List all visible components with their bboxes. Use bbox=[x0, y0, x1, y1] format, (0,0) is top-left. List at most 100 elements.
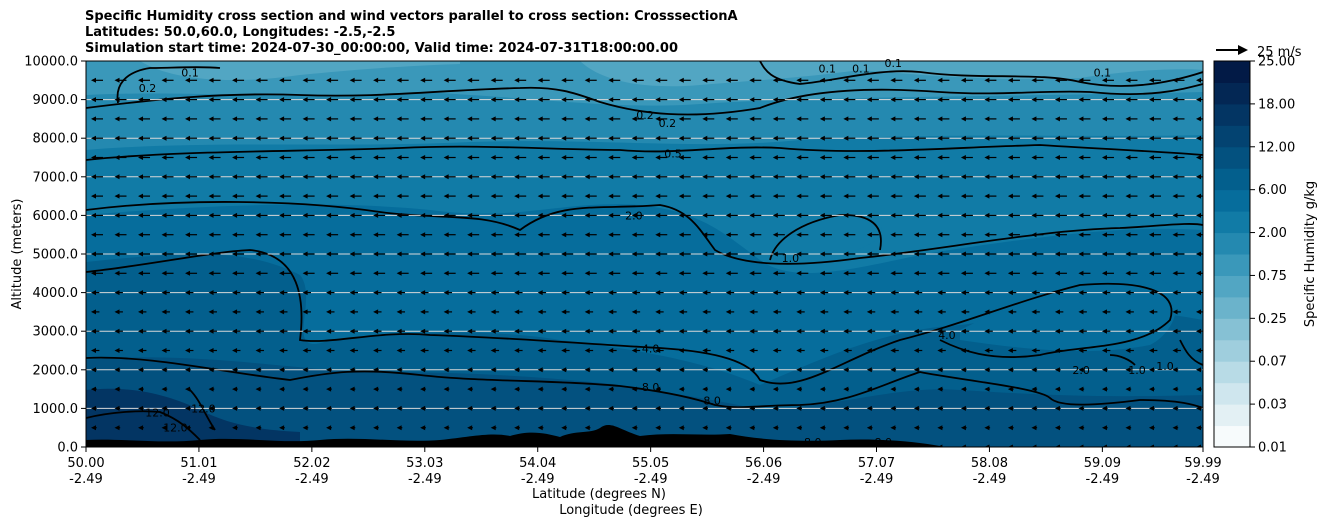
wind-vector bbox=[349, 77, 362, 83]
wind-vector bbox=[91, 270, 103, 276]
wind-vector bbox=[302, 251, 315, 257]
wind-vector bbox=[279, 155, 292, 160]
x-tick-label-lat: 54.04 bbox=[519, 456, 556, 471]
wind-vector bbox=[420, 116, 433, 122]
wind-vector bbox=[208, 251, 221, 257]
wind-vector bbox=[279, 290, 288, 296]
wind-vector bbox=[537, 251, 550, 257]
wind-vector bbox=[114, 444, 121, 447]
wind-vector bbox=[913, 290, 923, 296]
wind-vector bbox=[913, 348, 923, 353]
wind-vector bbox=[772, 77, 785, 83]
wind-vector bbox=[725, 174, 738, 180]
wind-vector bbox=[1054, 348, 1064, 353]
wind-vector bbox=[443, 174, 456, 180]
wind-vector bbox=[114, 232, 127, 238]
wind-vector bbox=[1101, 405, 1108, 411]
wind-vector bbox=[185, 193, 198, 199]
wind-vector bbox=[772, 212, 785, 218]
wind-vector bbox=[490, 232, 503, 238]
wind-vector bbox=[796, 328, 805, 334]
wind-vector bbox=[1148, 348, 1158, 353]
wind-vector bbox=[890, 290, 899, 296]
wind-vector bbox=[772, 425, 779, 431]
wind-vector bbox=[208, 77, 221, 83]
wind-vector bbox=[349, 309, 359, 315]
wind-vector bbox=[185, 135, 198, 141]
wind-vector bbox=[1031, 290, 1040, 296]
wind-vector bbox=[702, 251, 715, 257]
wind-vector bbox=[232, 116, 245, 122]
wind-vector bbox=[138, 116, 151, 122]
wind-vector bbox=[1101, 232, 1114, 238]
colorbar-swatch bbox=[1214, 211, 1250, 234]
wind-vector bbox=[843, 328, 852, 334]
wind-vector bbox=[1125, 77, 1138, 83]
wind-vector bbox=[890, 270, 903, 276]
contour-label: 8.0 bbox=[874, 436, 892, 449]
wind-vector bbox=[796, 97, 809, 103]
wind-vector bbox=[138, 155, 151, 160]
wind-vector bbox=[937, 97, 950, 103]
wind-vector bbox=[490, 309, 500, 315]
wind-vector bbox=[584, 405, 591, 411]
wind-vector bbox=[1125, 193, 1138, 199]
wind-vector bbox=[1007, 444, 1014, 447]
wind-vector bbox=[302, 135, 315, 141]
wind-vector bbox=[514, 270, 527, 276]
wind-vector bbox=[678, 386, 685, 392]
wind-vector bbox=[138, 290, 147, 296]
wind-vector bbox=[1078, 116, 1091, 122]
wind-vector bbox=[490, 77, 503, 83]
wind-vector bbox=[1101, 135, 1114, 141]
wind-vector bbox=[1196, 116, 1203, 122]
wind-vector bbox=[1031, 174, 1044, 180]
wind-vector bbox=[1054, 155, 1067, 160]
wind-vector bbox=[1148, 425, 1155, 431]
wind-vector bbox=[443, 328, 453, 334]
wind-vector bbox=[1148, 251, 1161, 257]
wind-vector bbox=[608, 251, 621, 257]
wind-vector bbox=[1172, 386, 1179, 392]
wind-vector bbox=[514, 155, 527, 160]
wind-vector bbox=[1031, 309, 1040, 315]
wind-vector bbox=[490, 425, 497, 431]
wind-vector bbox=[255, 212, 268, 218]
wind-vector bbox=[749, 405, 755, 411]
wind-vector bbox=[490, 270, 503, 276]
wind-vector bbox=[984, 174, 997, 180]
wind-vector bbox=[138, 309, 147, 315]
wind-vector bbox=[208, 174, 221, 180]
wind-vector bbox=[255, 328, 264, 334]
wind-vector bbox=[608, 405, 614, 411]
wind-vector bbox=[913, 155, 926, 160]
wind-vector bbox=[1172, 193, 1185, 199]
wind-vector bbox=[514, 309, 523, 315]
wind-vector bbox=[584, 348, 594, 353]
wind-vector bbox=[114, 135, 127, 141]
wind-vector bbox=[960, 386, 967, 392]
wind-vector bbox=[232, 386, 238, 392]
colorbar-tick-label: 12.00 bbox=[1258, 140, 1295, 155]
wind-vector bbox=[1172, 444, 1179, 447]
contour-line-0.5 bbox=[86, 144, 1203, 161]
wind-vector bbox=[561, 328, 570, 334]
wind-vector bbox=[843, 155, 856, 160]
wind-vector bbox=[514, 367, 520, 373]
wind-vector bbox=[772, 309, 782, 315]
wind-vector bbox=[114, 405, 121, 411]
wind-vector bbox=[561, 251, 574, 257]
wind-vector bbox=[772, 135, 785, 141]
wind-vector bbox=[302, 77, 315, 83]
wind-vector bbox=[772, 328, 782, 334]
wind-vector bbox=[349, 367, 356, 373]
contour-label: 1.0 bbox=[1156, 360, 1174, 373]
wind-vector bbox=[584, 270, 597, 276]
wind-vector bbox=[749, 367, 755, 373]
colorbar-tick-label: 0.25 bbox=[1258, 312, 1287, 327]
y-tick-label: 5000.0 bbox=[33, 248, 79, 263]
wind-vector bbox=[913, 193, 926, 199]
wind-vector bbox=[1078, 174, 1091, 180]
wind-vector bbox=[1007, 155, 1020, 160]
wind-vector bbox=[796, 270, 809, 276]
